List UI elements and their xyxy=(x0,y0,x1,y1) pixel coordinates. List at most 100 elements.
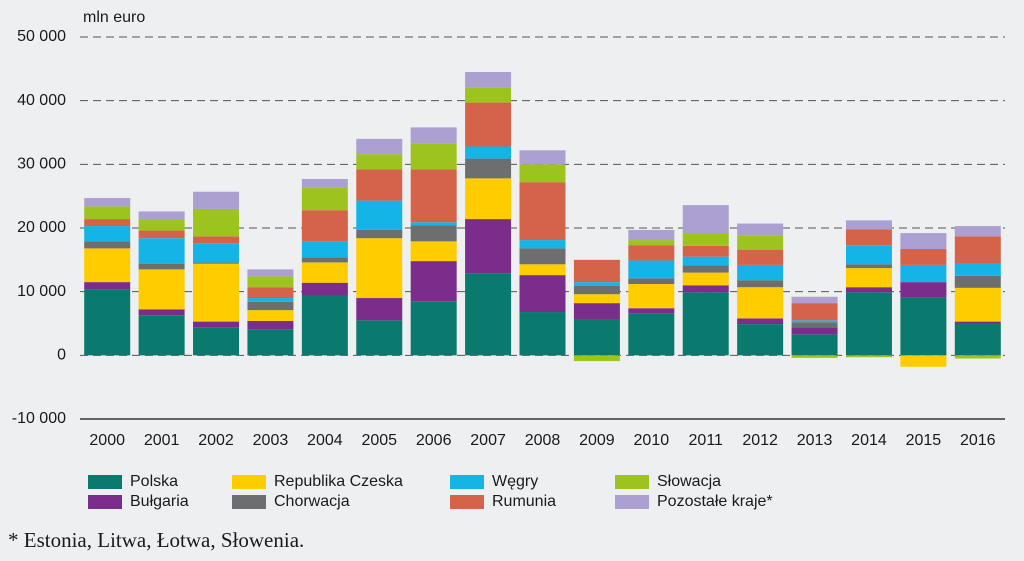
bar-segment xyxy=(356,298,403,321)
bar-segment xyxy=(900,297,947,356)
bar-segment xyxy=(301,295,348,356)
bar-segment xyxy=(519,150,566,165)
bar-segment xyxy=(410,222,457,226)
y-tick-label: -10 000 xyxy=(12,410,66,427)
bar-segment xyxy=(845,292,892,356)
bar-segment xyxy=(465,87,512,103)
bar-segment xyxy=(628,284,675,309)
bar-segment xyxy=(247,310,294,321)
bar-segment xyxy=(519,240,566,249)
x-tick-label: 2011 xyxy=(689,432,724,449)
bar-segment xyxy=(954,287,1001,322)
bar-segment xyxy=(845,355,892,358)
x-tick-label: 2003 xyxy=(253,432,289,449)
bar-segment xyxy=(791,320,838,323)
bar-segment xyxy=(84,198,131,207)
bar-segment xyxy=(301,262,348,283)
legend-label: Republika Czeska xyxy=(274,473,403,490)
bar-segment xyxy=(138,219,185,231)
bar-segment xyxy=(628,229,675,241)
x-tick-label: 2005 xyxy=(361,432,397,449)
bar-segment xyxy=(954,236,1001,264)
bar-segment xyxy=(465,219,512,274)
bar-segment xyxy=(519,275,566,313)
bar-segment xyxy=(410,143,457,170)
bar-segment xyxy=(247,269,294,277)
bar-segment xyxy=(519,264,566,276)
x-tick-label: 2009 xyxy=(579,432,615,449)
bar-segment xyxy=(193,327,240,356)
bar-segment xyxy=(628,313,675,356)
x-tick-label: 2001 xyxy=(144,432,180,449)
bar-segment xyxy=(193,321,240,328)
legend-label: Bułgaria xyxy=(130,493,189,510)
bar-segment xyxy=(193,236,240,244)
bar-segment xyxy=(519,164,566,183)
legend-label: Słowacja xyxy=(657,473,721,490)
bar-segment xyxy=(193,208,240,237)
bar-segment xyxy=(138,238,185,264)
y-tick-label: 0 xyxy=(57,347,66,364)
bar-segment xyxy=(791,296,838,304)
bar-segment xyxy=(573,355,620,362)
legend-swatch xyxy=(615,495,649,509)
bar-segment xyxy=(301,282,348,296)
bar-segment xyxy=(356,238,403,299)
bar-segment xyxy=(682,205,729,234)
bar-segment xyxy=(791,355,838,358)
bar-segment xyxy=(193,243,240,263)
bar-segment xyxy=(138,309,185,316)
bar-segment xyxy=(247,298,294,302)
bar-segment xyxy=(682,265,729,273)
bar-segment xyxy=(900,282,947,298)
y-axis-title: mln euro xyxy=(83,9,145,26)
bar-segment xyxy=(138,230,185,239)
legend-swatch xyxy=(450,495,484,509)
bar-segment xyxy=(410,127,457,144)
legend-swatch xyxy=(450,475,484,489)
bar-segment xyxy=(138,269,185,310)
bar-segment xyxy=(573,294,620,304)
x-tick-label: 2006 xyxy=(416,432,452,449)
bar-segment xyxy=(954,323,1001,356)
bar-segment xyxy=(845,268,892,288)
legend-swatch xyxy=(232,495,266,509)
x-tick-label: 2015 xyxy=(906,432,942,449)
bar-segment xyxy=(573,285,620,295)
y-tick-label: 10 000 xyxy=(17,283,66,300)
legend-swatch xyxy=(88,495,122,509)
bar-segment xyxy=(519,312,566,356)
bar-segment xyxy=(247,287,294,299)
bar-segment xyxy=(193,262,240,264)
bar-segment xyxy=(84,289,131,356)
bar-segment xyxy=(737,223,784,236)
legend-swatch xyxy=(615,475,649,489)
y-tick-label: 30 000 xyxy=(17,156,66,173)
x-tick-label: 2002 xyxy=(198,432,234,449)
bar-segment xyxy=(247,276,294,288)
bar-segment xyxy=(573,319,620,356)
x-tick-label: 2007 xyxy=(470,432,506,449)
bar-segment xyxy=(301,257,348,263)
bar-segment xyxy=(84,282,131,290)
bar-segment xyxy=(628,308,675,314)
bar-segment xyxy=(682,272,729,286)
bar-segment xyxy=(410,301,457,356)
bar-segment xyxy=(900,355,947,367)
bar-segment xyxy=(682,285,729,293)
bar-segment xyxy=(791,322,838,328)
bar-segment xyxy=(791,303,838,321)
bar-segment xyxy=(573,259,620,283)
bar-segment xyxy=(900,233,947,250)
bar-segment xyxy=(247,320,294,330)
bar-segment xyxy=(954,263,1001,276)
bar-segment xyxy=(84,241,131,249)
bar-segment xyxy=(682,256,729,266)
bar-segment xyxy=(410,169,457,223)
bar-segment xyxy=(737,264,784,281)
bar-segment xyxy=(465,146,512,159)
bar-segment xyxy=(954,321,1001,324)
bar-segment xyxy=(628,260,675,279)
bar-segment xyxy=(845,229,892,246)
